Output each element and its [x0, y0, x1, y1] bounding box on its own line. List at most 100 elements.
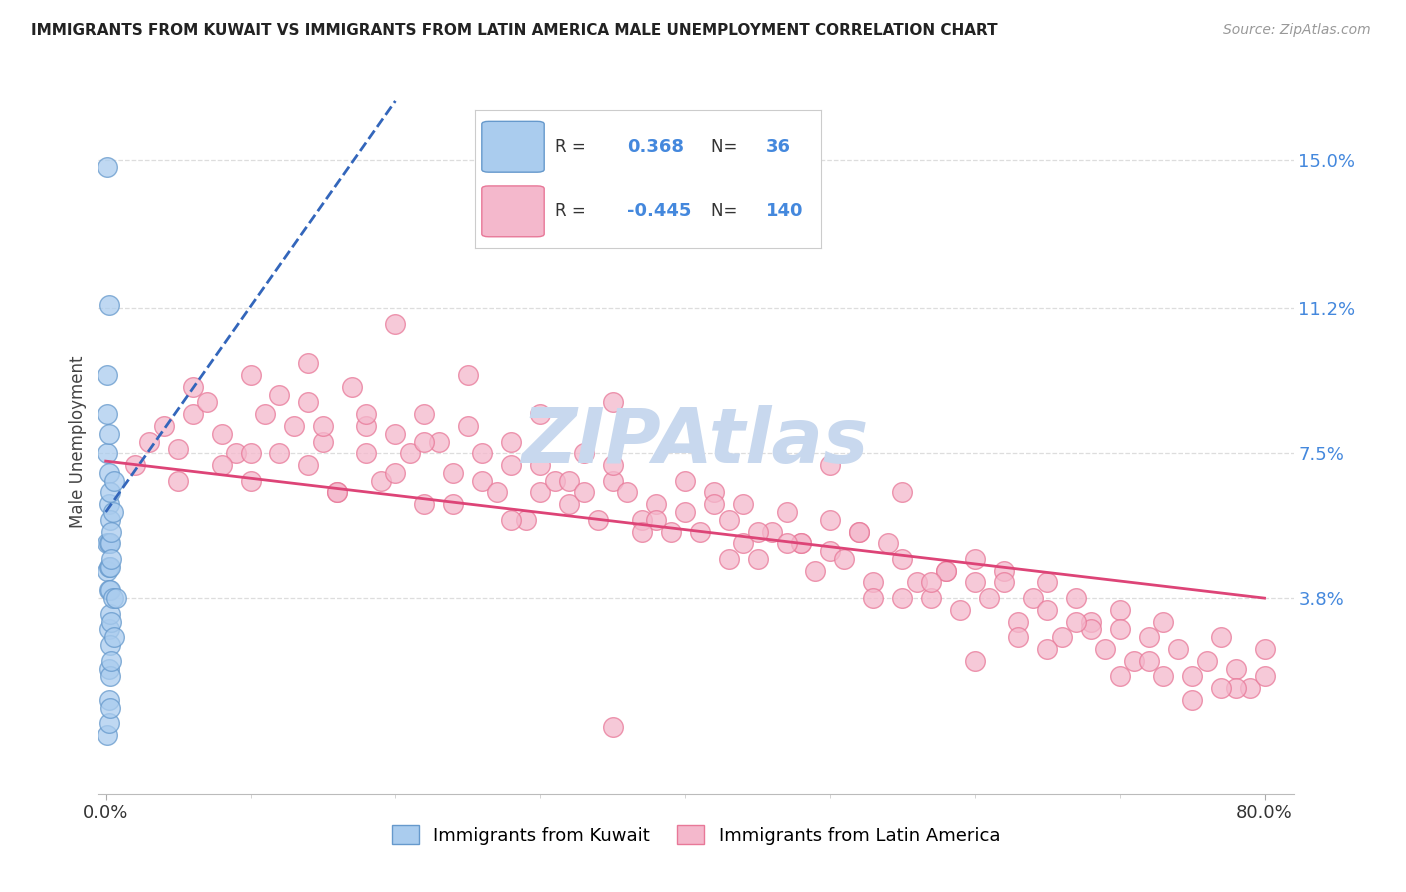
Point	[572, 485, 595, 500]
Point	[747, 524, 769, 539]
Point	[1195, 654, 1218, 668]
Point	[103, 474, 125, 488]
Point	[572, 446, 595, 460]
Point	[689, 524, 711, 539]
Point	[935, 564, 957, 578]
Point	[558, 497, 581, 511]
Point	[673, 474, 696, 488]
Point	[370, 474, 392, 488]
Point	[427, 434, 450, 449]
Point	[269, 387, 291, 401]
Point	[457, 368, 479, 382]
Point	[1108, 603, 1130, 617]
Point	[1123, 654, 1146, 668]
Point	[862, 591, 884, 606]
Point	[731, 497, 754, 511]
Point	[98, 485, 121, 500]
Point	[790, 536, 813, 550]
Point	[891, 591, 914, 606]
Point	[1152, 615, 1174, 629]
Point	[1094, 642, 1116, 657]
Point	[98, 536, 121, 550]
Point	[1209, 681, 1232, 696]
Point	[1181, 669, 1204, 683]
Point	[356, 446, 378, 460]
Point	[717, 552, 740, 566]
Point	[501, 434, 523, 449]
Point	[239, 368, 262, 382]
Point	[96, 536, 118, 550]
Point	[181, 407, 204, 421]
Point	[1080, 615, 1102, 629]
Point	[1253, 642, 1275, 657]
Point	[1137, 630, 1160, 644]
Point	[96, 446, 118, 460]
Point	[1152, 669, 1174, 683]
Point	[963, 552, 986, 566]
Point	[834, 552, 856, 566]
Point	[659, 524, 682, 539]
Point	[138, 434, 160, 449]
Point	[848, 524, 870, 539]
Point	[356, 407, 378, 421]
Point	[97, 497, 120, 511]
Point	[1137, 654, 1160, 668]
Point	[457, 418, 479, 433]
Point	[645, 497, 668, 511]
Text: Source: ZipAtlas.com: Source: ZipAtlas.com	[1223, 23, 1371, 37]
Point	[413, 434, 436, 449]
Point	[529, 485, 551, 500]
Point	[384, 426, 406, 441]
Point	[731, 536, 754, 550]
Point	[96, 161, 118, 175]
Point	[673, 505, 696, 519]
Point	[101, 591, 124, 606]
Point	[993, 575, 1015, 590]
Point	[1108, 669, 1130, 683]
Point	[848, 524, 870, 539]
Point	[181, 380, 204, 394]
Point	[98, 700, 121, 714]
Point	[297, 356, 319, 370]
Point	[283, 418, 305, 433]
Point	[1209, 630, 1232, 644]
Point	[1007, 630, 1029, 644]
Point	[152, 418, 174, 433]
Point	[993, 564, 1015, 578]
Point	[544, 474, 567, 488]
Point	[413, 497, 436, 511]
Point	[471, 446, 494, 460]
Point	[949, 603, 972, 617]
Point	[630, 513, 652, 527]
Point	[98, 607, 121, 621]
Point	[239, 446, 262, 460]
Point	[100, 524, 122, 539]
Point	[97, 559, 120, 574]
Point	[717, 513, 740, 527]
Point	[558, 474, 581, 488]
Point	[167, 442, 190, 457]
Point	[98, 638, 121, 652]
Point	[515, 513, 537, 527]
Point	[1022, 591, 1045, 606]
Point	[97, 466, 120, 480]
Point	[269, 446, 291, 460]
Point	[167, 474, 190, 488]
Point	[356, 418, 378, 433]
Point	[97, 662, 120, 676]
Point	[1080, 623, 1102, 637]
Point	[100, 552, 122, 566]
Point	[399, 446, 422, 460]
Point	[485, 485, 508, 500]
Point	[96, 564, 118, 578]
Point	[1239, 681, 1261, 696]
Point	[963, 654, 986, 668]
Point	[103, 630, 125, 644]
Point	[471, 474, 494, 488]
Point	[96, 407, 118, 421]
Point	[586, 513, 609, 527]
Point	[326, 485, 349, 500]
Point	[1253, 669, 1275, 683]
Point	[905, 575, 928, 590]
Point	[211, 426, 233, 441]
